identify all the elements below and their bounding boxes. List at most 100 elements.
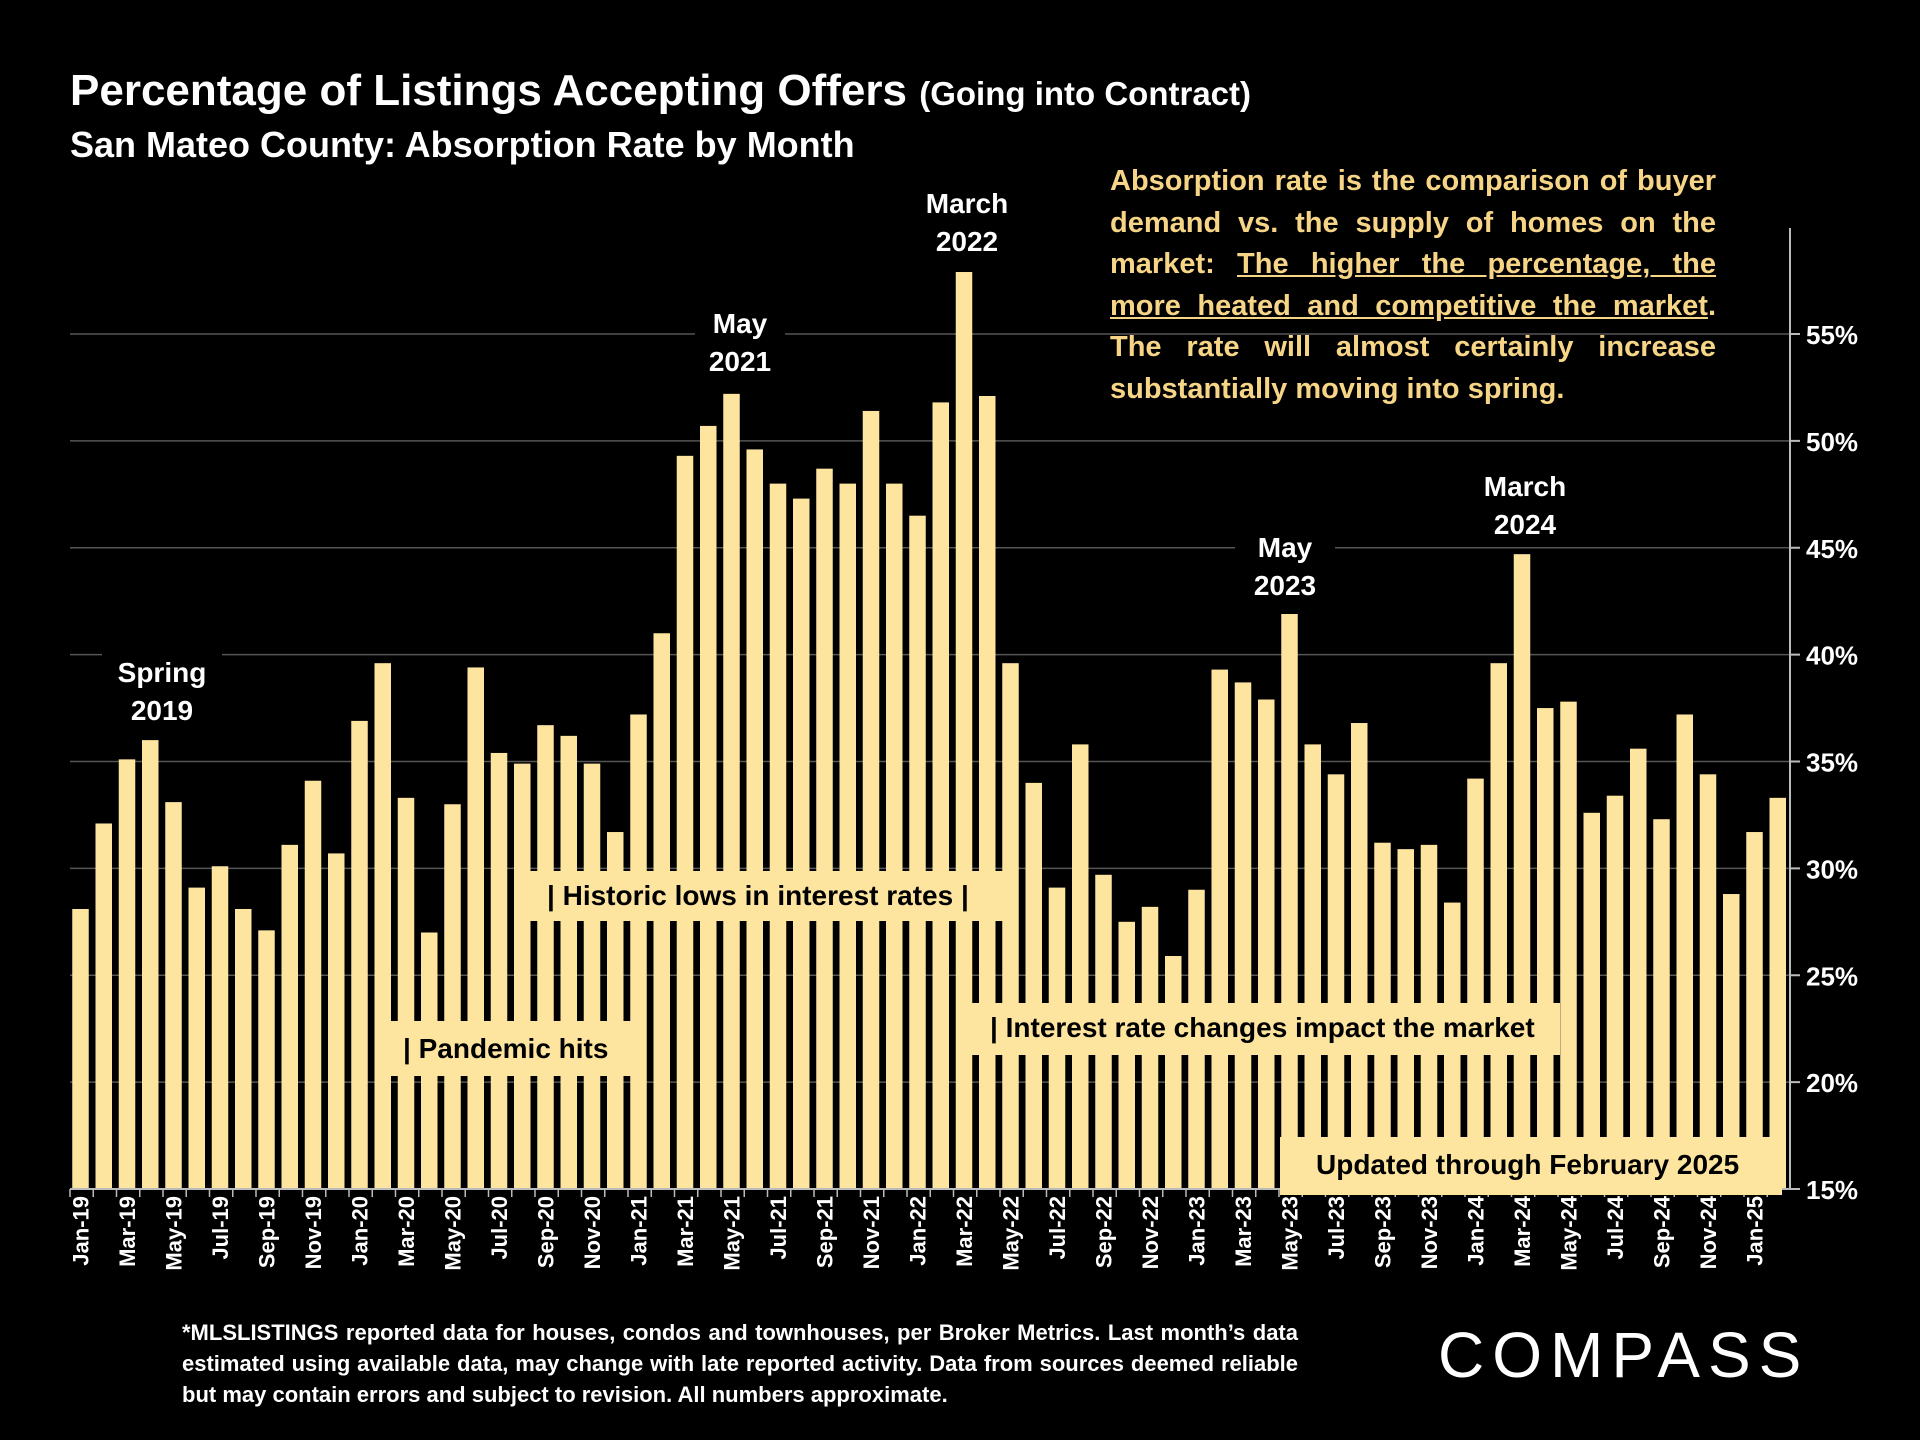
- bar-Jan-25: [1746, 832, 1763, 1189]
- bar-May-21: [723, 393, 740, 1190]
- y-tick-label: 50%: [1806, 427, 1858, 457]
- peak-label-line2: 2023: [1254, 570, 1316, 601]
- x-tick-label: Jul-20: [487, 1196, 512, 1260]
- x-tick-label: Jul-24: [1603, 1195, 1628, 1259]
- x-tick-label: Jan-22: [906, 1196, 931, 1266]
- x-tick-label: Jul-21: [766, 1196, 791, 1260]
- bar-Jan-24: [1467, 778, 1484, 1189]
- bar-Mar-21: [676, 455, 694, 1189]
- x-tick-label: Nov-24: [1696, 1195, 1721, 1269]
- bar-Jun-21: [746, 449, 763, 1189]
- peak-label-line2: 2022: [936, 226, 998, 257]
- annotation-text: | Pandemic hits: [403, 1033, 608, 1064]
- x-tick-labels: Jan-19 Mar-19 May-19 Jul-19 Sep-19 Nov-19 Jan-…: [69, 1195, 1768, 1270]
- x-tick-label: Nov-23: [1417, 1196, 1442, 1269]
- bar-Feb-22: [932, 402, 949, 1189]
- note-underlined: The higher the percentage, the more heat…: [1110, 248, 1717, 322]
- x-tick-label: Sep-24: [1650, 1195, 1675, 1268]
- x-tick-label: May-23: [1278, 1196, 1303, 1271]
- peak-label-bg: [1470, 464, 1580, 544]
- bar-Mar-23: [1234, 682, 1252, 1189]
- bar-Aug-22: [1072, 744, 1089, 1189]
- bar-Feb-25: [1769, 797, 1786, 1189]
- annotation-box: [390, 1021, 640, 1076]
- x-tick-label: Mar-19: [115, 1196, 140, 1267]
- x-tick-label: Nov-22: [1138, 1196, 1163, 1269]
- bar-Aug-20: [514, 763, 531, 1189]
- bar-Mar-24: [1513, 554, 1531, 1189]
- x-tick-label: Jan-19: [69, 1196, 94, 1266]
- bar-Feb-24: [1490, 663, 1507, 1189]
- bar-Feb-23: [1211, 669, 1228, 1189]
- bar-Dec-24: [1723, 894, 1740, 1189]
- bar-Feb-19: [95, 823, 112, 1189]
- bar-Jul-23: [1327, 774, 1345, 1189]
- bar-Apr-19: [142, 740, 159, 1189]
- bar-Sep-24: [1653, 819, 1670, 1189]
- annotation-box: [960, 1003, 1560, 1055]
- bar-Nov-21: [862, 410, 880, 1189]
- bar-May-23: [1281, 614, 1298, 1189]
- bar-Aug-21: [793, 498, 810, 1189]
- bar-Jun-19: [188, 887, 205, 1189]
- peak-label-line1: Spring: [118, 657, 207, 688]
- peak-label-bg: [102, 650, 222, 730]
- footnote: *MLSLISTINGS reported data for houses, c…: [182, 1320, 1298, 1407]
- x-tick-label: Sep-20: [534, 1196, 559, 1268]
- peak-labels: Spring 2019 May 2021 March 2022 May 2023 March 20…: [102, 181, 1580, 730]
- peak-label-bg: [1235, 525, 1335, 605]
- bar-Jan-19: [72, 908, 89, 1189]
- bar-Jan-21: [630, 714, 647, 1189]
- x-tick-label: Sep-21: [813, 1196, 838, 1268]
- bar-Dec-20: [607, 832, 624, 1189]
- bar-Aug-24: [1630, 748, 1647, 1189]
- peak-label-line2: 2019: [131, 695, 193, 726]
- x-tick-label: Jan-25: [1743, 1196, 1768, 1266]
- bar-Jul-21: [769, 483, 787, 1189]
- bar-Oct-19: [281, 844, 298, 1189]
- chart-title-suffix: (Going into Contract): [919, 75, 1252, 112]
- peak-label-bg: [917, 181, 1017, 261]
- x-tick-label: Nov-20: [580, 1196, 605, 1269]
- bar-Mar-19: [118, 759, 136, 1189]
- bar-May-19: [165, 802, 182, 1189]
- x-tick-label: Mar-24: [1510, 1195, 1535, 1267]
- annotation-text: | Interest rate changes impact the marke…: [990, 1012, 1535, 1043]
- bar-May-22: [1002, 663, 1019, 1189]
- x-tick-label: May-21: [720, 1196, 745, 1271]
- y-tick-label: 40%: [1806, 641, 1858, 671]
- bar-Oct-20: [560, 735, 577, 1189]
- bar-Nov-24: [1699, 774, 1717, 1189]
- chart-title: Percentage of Listings Accepting Offers …: [70, 66, 1251, 116]
- x-tick-label: Jan-24: [1464, 1195, 1489, 1265]
- absorption-note: Absorption rate is the comparison of buy…: [1110, 161, 1716, 410]
- bar-Apr-22: [979, 395, 996, 1189]
- x-tick-label: Jan-23: [1185, 1196, 1210, 1266]
- x-tick-label: May-20: [441, 1196, 466, 1271]
- bar-Jul-24: [1606, 795, 1624, 1189]
- chart-subtitle: San Mateo County: Absorption Rate by Mon…: [70, 124, 855, 165]
- y-tick-label: 55%: [1806, 320, 1858, 350]
- peak-label-line2: 2021: [709, 346, 771, 377]
- bar-Mar-22: [955, 272, 973, 1189]
- x-tick-label: Mar-22: [952, 1196, 977, 1267]
- bar-Aug-23: [1351, 723, 1368, 1189]
- compass-logo: COMPASS: [1438, 1319, 1810, 1391]
- bar-Apr-24: [1537, 708, 1554, 1189]
- bar-Jul-20: [490, 752, 508, 1189]
- bar-Sep-21: [816, 468, 833, 1190]
- x-tick-label: Jul-23: [1324, 1196, 1349, 1260]
- bar-Sep-20: [537, 725, 554, 1189]
- peak-label-line1: May: [1258, 532, 1313, 563]
- x-tick-label: Jul-19: [208, 1196, 233, 1260]
- x-tick-label: Sep-22: [1092, 1196, 1117, 1268]
- x-tick-label: Sep-19: [255, 1196, 280, 1268]
- bar-Mar-20: [397, 797, 415, 1189]
- bar-Jun-24: [1583, 812, 1600, 1189]
- bar-Apr-21: [700, 425, 717, 1190]
- annotation-box: [1280, 1137, 1782, 1195]
- x-tick-label: May-24: [1557, 1195, 1582, 1270]
- x-tick-label: Jul-22: [1045, 1196, 1070, 1260]
- annotation-boxes: | Historic lows in interest rates | | Pan…: [390, 871, 1782, 1195]
